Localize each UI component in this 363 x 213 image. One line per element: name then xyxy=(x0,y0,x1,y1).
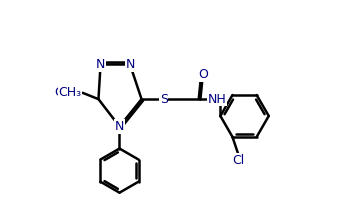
Text: NH: NH xyxy=(208,93,227,106)
Text: CH₃: CH₃ xyxy=(54,86,77,99)
Text: O: O xyxy=(199,68,208,81)
Text: Cl: Cl xyxy=(233,154,245,167)
Text: CH₃: CH₃ xyxy=(58,86,82,99)
Text: N: N xyxy=(96,58,105,71)
Text: N: N xyxy=(115,120,124,133)
Text: S: S xyxy=(160,93,168,106)
Text: N: N xyxy=(125,58,135,71)
